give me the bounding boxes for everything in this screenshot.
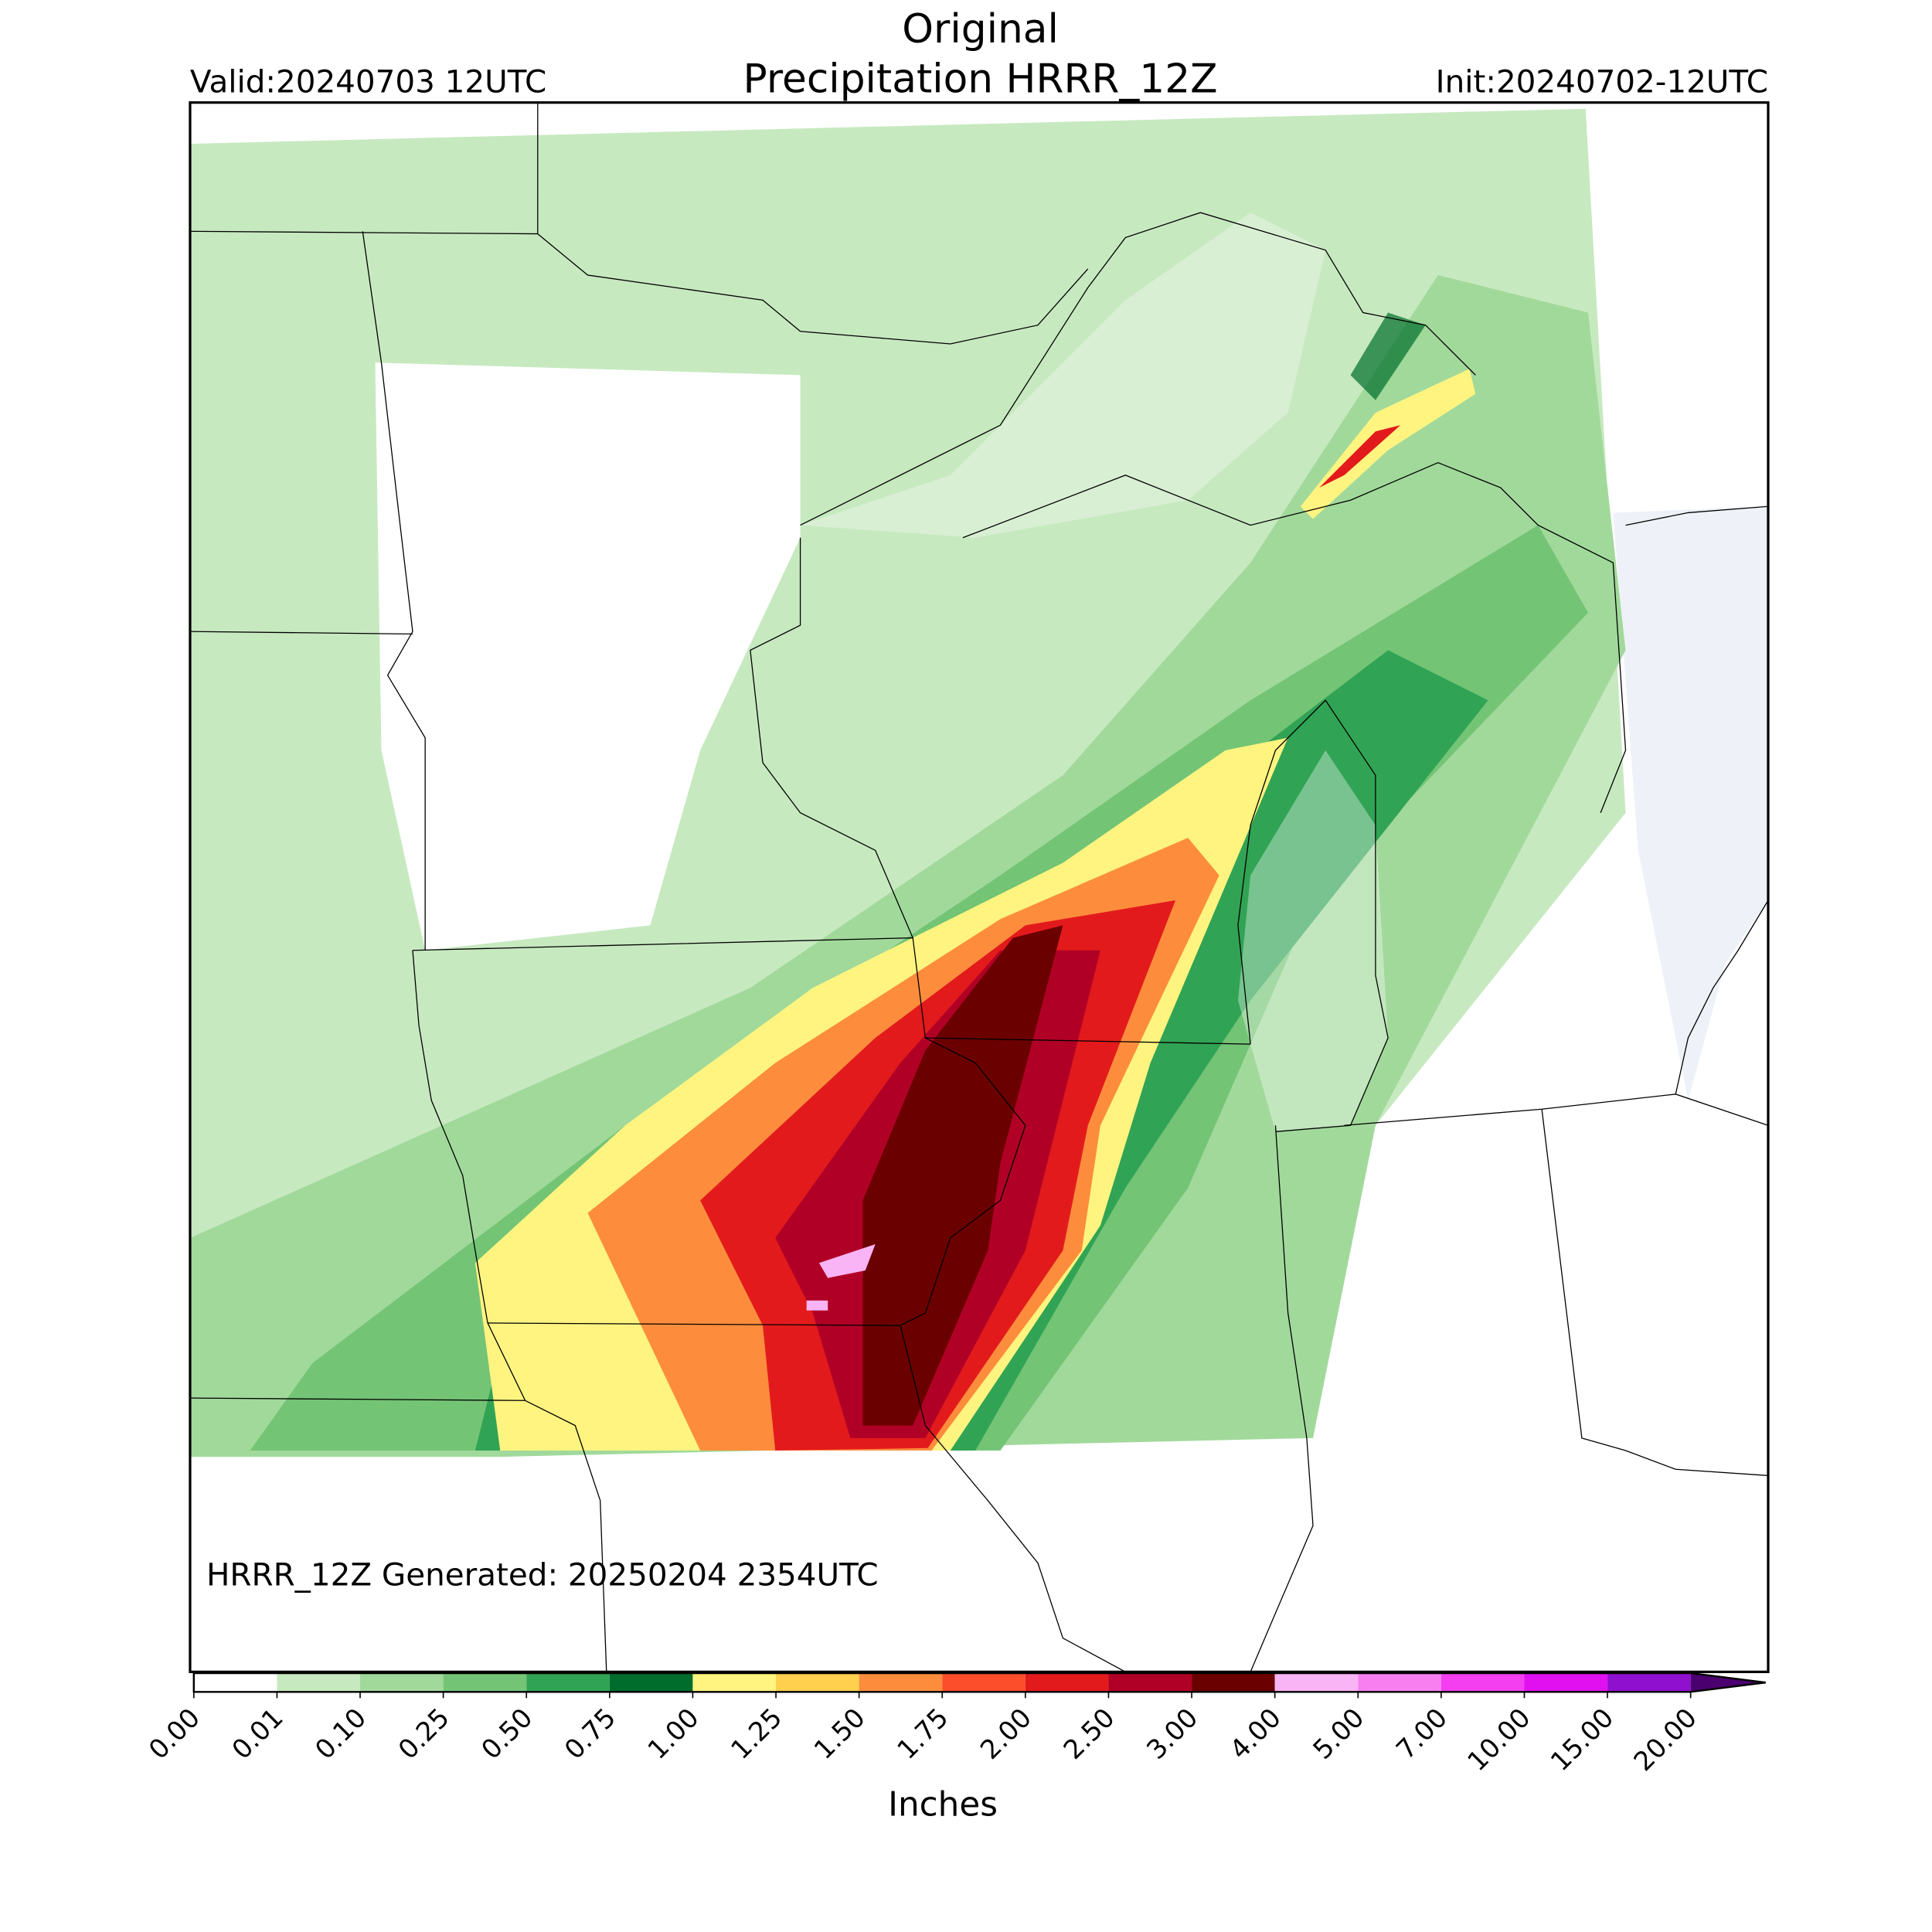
lake-shore — [800, 212, 1476, 526]
figure: Original Precipitation HRRR_12Z Valid:20… — [143, 6, 1770, 1824]
state-border — [189, 631, 413, 635]
subtitle: Precipitation HRRR_12Z — [743, 56, 1218, 103]
colorbar-segment — [1607, 1673, 1691, 1692]
colorbar-label: Inches — [888, 1784, 998, 1824]
lake-michigan — [1237, 750, 1389, 1132]
colorbar-tick-label: 2.00 — [975, 1702, 1038, 1766]
colorbar-tick-label: 7.00 — [1390, 1702, 1454, 1766]
state-border — [1541, 1109, 1768, 1477]
state-border — [750, 537, 913, 938]
colorbar-segment — [277, 1673, 361, 1692]
colorbar-tick-label: 0.25 — [393, 1702, 456, 1766]
lake-superior — [800, 213, 1326, 538]
colorbar-segment — [692, 1673, 777, 1692]
colorbar-segment — [193, 1673, 277, 1692]
colorbar-segment — [609, 1673, 693, 1692]
colorbar-tick-label: 10.00 — [1461, 1702, 1536, 1777]
colorbar-segment — [1192, 1673, 1275, 1692]
lake-region — [1613, 506, 1768, 1100]
lake-shore — [1237, 699, 1389, 1133]
precip-area — [806, 1300, 828, 1311]
lake-shore — [1675, 900, 1768, 1094]
map-frame — [189, 101, 1770, 1674]
colorbar-tick-label: 0.75 — [559, 1702, 622, 1766]
colorbar-segment — [1025, 1673, 1109, 1692]
colorbar: Inches 0.00 0.01 0.10 0.25 0.50 0.75 1.00 1.25 1… — [143, 1672, 1766, 1824]
precip-area — [1350, 312, 1426, 400]
colorbar-tick-label: 1.25 — [725, 1702, 788, 1766]
colorbar-tick-label: 0.00 — [143, 1702, 206, 1766]
precip-area — [862, 925, 1063, 1426]
colorbar-segment — [776, 1673, 859, 1692]
colorbar-segment — [360, 1673, 444, 1692]
lake-shore — [1625, 505, 1768, 526]
colorbar-tick-label: 20.00 — [1628, 1702, 1703, 1777]
dry-area — [375, 362, 801, 951]
colorbar-segment — [1524, 1673, 1608, 1692]
colorbar-segment — [1108, 1673, 1192, 1692]
precip-area — [189, 274, 1626, 1458]
generated-note: HRRR_12Z Generated: 20250204 2354UTC — [206, 1556, 879, 1594]
state-border — [925, 1037, 1251, 1045]
state-border — [900, 1325, 1126, 1672]
valid-time: Valid:20240703 12UTC — [190, 63, 546, 100]
state-border — [537, 233, 1089, 345]
state-border — [412, 937, 1026, 1326]
colorbar-tick-label: 0.10 — [309, 1702, 372, 1766]
colorbar-tick-label: 1.50 — [808, 1702, 872, 1766]
colorbar-segment — [859, 1673, 943, 1692]
colorbar-tick-label: 1.00 — [642, 1702, 706, 1766]
colorbar-segment — [1440, 1673, 1525, 1692]
colorbar-tick-label: 15.00 — [1545, 1702, 1620, 1777]
state-border — [189, 1397, 526, 1401]
colorbar-segment — [1358, 1673, 1441, 1692]
colorbar-tick-label: 4.00 — [1224, 1702, 1287, 1766]
colorbar-tick-label: 1.75 — [892, 1702, 955, 1766]
colorbar-tick-label: 3.00 — [1141, 1702, 1204, 1766]
title: Original — [902, 6, 1059, 53]
colorbar-segment — [526, 1673, 610, 1692]
colorbar-tick-label: 2.50 — [1058, 1702, 1121, 1766]
precip-area — [1300, 369, 1476, 519]
state-border — [1344, 1094, 1768, 1126]
state-border — [362, 231, 426, 951]
init-time: Init:20240702-12UTC — [1436, 63, 1768, 100]
colorbar-tick-label: 0.50 — [476, 1702, 539, 1766]
colorbar-extension — [1690, 1673, 1766, 1692]
colorbar-tick-label: 5.00 — [1308, 1702, 1371, 1766]
precip-area — [818, 1244, 876, 1278]
colorbar-segment — [443, 1673, 527, 1692]
colorbar-segment — [942, 1673, 1026, 1692]
state-border — [1250, 1125, 1314, 1672]
colorbar-outline — [192, 1672, 1766, 1693]
state-border — [412, 950, 607, 1672]
precip-area — [1319, 425, 1401, 488]
lake-shore — [962, 461, 1627, 814]
map: HRRR_12Z Generated: 20250204 2354UTC — [189, 101, 1770, 1674]
colorbar-segment — [1274, 1673, 1359, 1692]
colorbar-tick-label: 0.01 — [226, 1702, 290, 1766]
